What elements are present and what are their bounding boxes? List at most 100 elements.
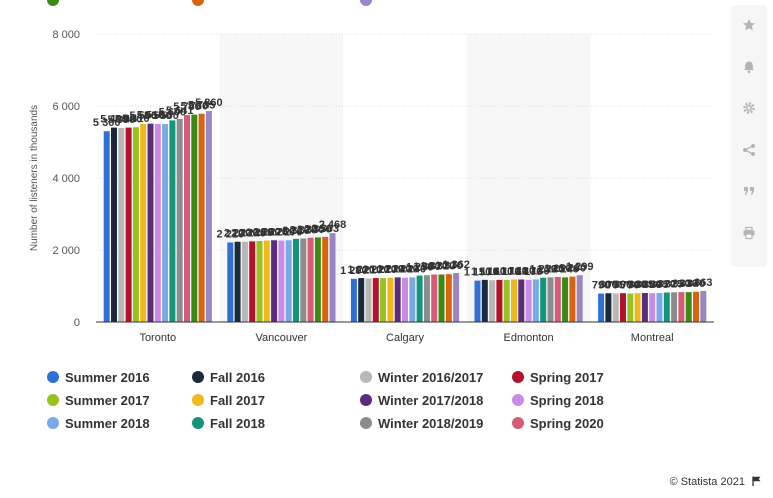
bar[interactable] xyxy=(234,241,241,322)
bar[interactable] xyxy=(372,278,379,322)
bar[interactable] xyxy=(103,131,110,322)
bar[interactable] xyxy=(256,241,263,322)
bar[interactable] xyxy=(540,277,547,322)
bar[interactable] xyxy=(285,240,292,322)
bar[interactable] xyxy=(511,279,517,322)
quote-icon[interactable] xyxy=(739,181,759,201)
bar[interactable] xyxy=(532,279,539,322)
legend-item[interactable]: Summer 2020 xyxy=(47,0,150,6)
legend-item[interactable]: Winter 2018/2019 xyxy=(360,416,483,431)
star-icon[interactable] xyxy=(739,15,759,35)
bar[interactable] xyxy=(685,292,692,322)
bar[interactable] xyxy=(176,118,183,322)
bar[interactable] xyxy=(111,127,117,322)
bar[interactable] xyxy=(350,278,357,322)
bar[interactable] xyxy=(627,293,634,322)
bar[interactable] xyxy=(474,280,481,322)
bar[interactable] xyxy=(358,278,365,322)
bar[interactable] xyxy=(416,275,423,322)
bar[interactable] xyxy=(394,277,401,322)
bar[interactable] xyxy=(307,237,314,322)
bar[interactable] xyxy=(241,241,248,322)
bar[interactable] xyxy=(620,293,626,322)
bar[interactable] xyxy=(453,272,460,322)
bar[interactable] xyxy=(205,111,212,322)
bar[interactable] xyxy=(569,276,576,322)
bar[interactable] xyxy=(562,277,569,322)
bar[interactable] xyxy=(300,238,307,322)
legend-item[interactable]: Spring 2017 xyxy=(512,370,604,385)
bar[interactable] xyxy=(329,233,336,322)
bar[interactable] xyxy=(293,238,299,322)
bar[interactable] xyxy=(445,274,452,322)
bar[interactable] xyxy=(525,279,532,322)
bar[interactable] xyxy=(641,293,648,322)
bar[interactable] xyxy=(489,280,496,322)
flag-icon[interactable] xyxy=(752,476,761,489)
bar[interactable] xyxy=(118,127,125,323)
credits[interactable]: © Statista 2021 xyxy=(670,476,761,489)
data-label: 2 320 xyxy=(290,224,318,236)
bar[interactable] xyxy=(271,240,278,322)
bar[interactable] xyxy=(409,277,416,322)
bar[interactable] xyxy=(576,275,583,322)
bar[interactable] xyxy=(671,292,678,322)
bar[interactable] xyxy=(431,274,438,322)
bar[interactable] xyxy=(184,115,190,322)
bar[interactable] xyxy=(547,277,554,322)
bar[interactable] xyxy=(423,275,430,322)
bar[interactable] xyxy=(518,279,525,322)
legend-item[interactable]: Summer 2016 xyxy=(47,370,150,385)
bar[interactable] xyxy=(656,293,663,322)
bar[interactable] xyxy=(140,124,147,322)
bar[interactable] xyxy=(693,291,699,322)
bar[interactable] xyxy=(162,124,169,322)
bell-icon[interactable] xyxy=(739,57,759,77)
legend-item[interactable]: Spring 2018 xyxy=(512,393,604,408)
bar[interactable] xyxy=(169,120,176,323)
legend-item[interactable]: Winter 2017/2018 xyxy=(360,393,483,408)
bar[interactable] xyxy=(198,113,205,323)
bar[interactable] xyxy=(125,127,132,322)
bar[interactable] xyxy=(496,279,503,322)
legend-item[interactable]: Winter 2016/2017 xyxy=(360,370,483,385)
legend-item[interactable]: Fall 2018 xyxy=(192,416,265,431)
legend-item[interactable]: Summer 2018 xyxy=(47,416,150,431)
print-icon[interactable] xyxy=(739,223,759,243)
bar[interactable] xyxy=(634,293,641,322)
bar[interactable] xyxy=(278,240,285,322)
bar[interactable] xyxy=(249,241,256,322)
bar[interactable] xyxy=(402,277,408,322)
bar[interactable] xyxy=(503,279,510,322)
bar[interactable] xyxy=(227,242,234,322)
bar[interactable] xyxy=(481,279,488,322)
legend-item[interactable]: Spring 2020 xyxy=(512,416,604,431)
bar[interactable] xyxy=(191,114,198,322)
legend-item[interactable]: Fall 2020 xyxy=(192,0,265,6)
bar[interactable] xyxy=(387,277,394,322)
bar[interactable] xyxy=(678,292,685,322)
share-icon[interactable] xyxy=(739,140,759,160)
bar[interactable] xyxy=(605,293,612,322)
gear-icon[interactable] xyxy=(739,98,759,118)
bar[interactable] xyxy=(438,274,445,322)
bar[interactable] xyxy=(154,124,161,322)
bar[interactable] xyxy=(649,293,656,322)
bar[interactable] xyxy=(663,292,670,322)
bar[interactable] xyxy=(380,278,387,322)
legend-item[interactable]: Fall 2017 xyxy=(192,393,265,408)
bar[interactable] xyxy=(322,236,329,322)
legend-item[interactable]: Winter 2020 xyxy=(360,0,451,6)
legend-item[interactable]: Fall 2016 xyxy=(192,370,265,385)
bar[interactable] xyxy=(132,127,139,323)
bar[interactable] xyxy=(598,293,605,322)
credits-text[interactable]: © Statista 2021 xyxy=(669,476,745,488)
bar[interactable] xyxy=(554,277,561,322)
bar[interactable] xyxy=(612,293,619,322)
bar[interactable] xyxy=(700,290,707,322)
bar[interactable] xyxy=(147,123,154,322)
bar[interactable] xyxy=(314,237,321,322)
legend-item[interactable]: Summer 2017 xyxy=(47,393,150,408)
bar[interactable] xyxy=(365,278,372,322)
bar[interactable] xyxy=(263,240,270,322)
